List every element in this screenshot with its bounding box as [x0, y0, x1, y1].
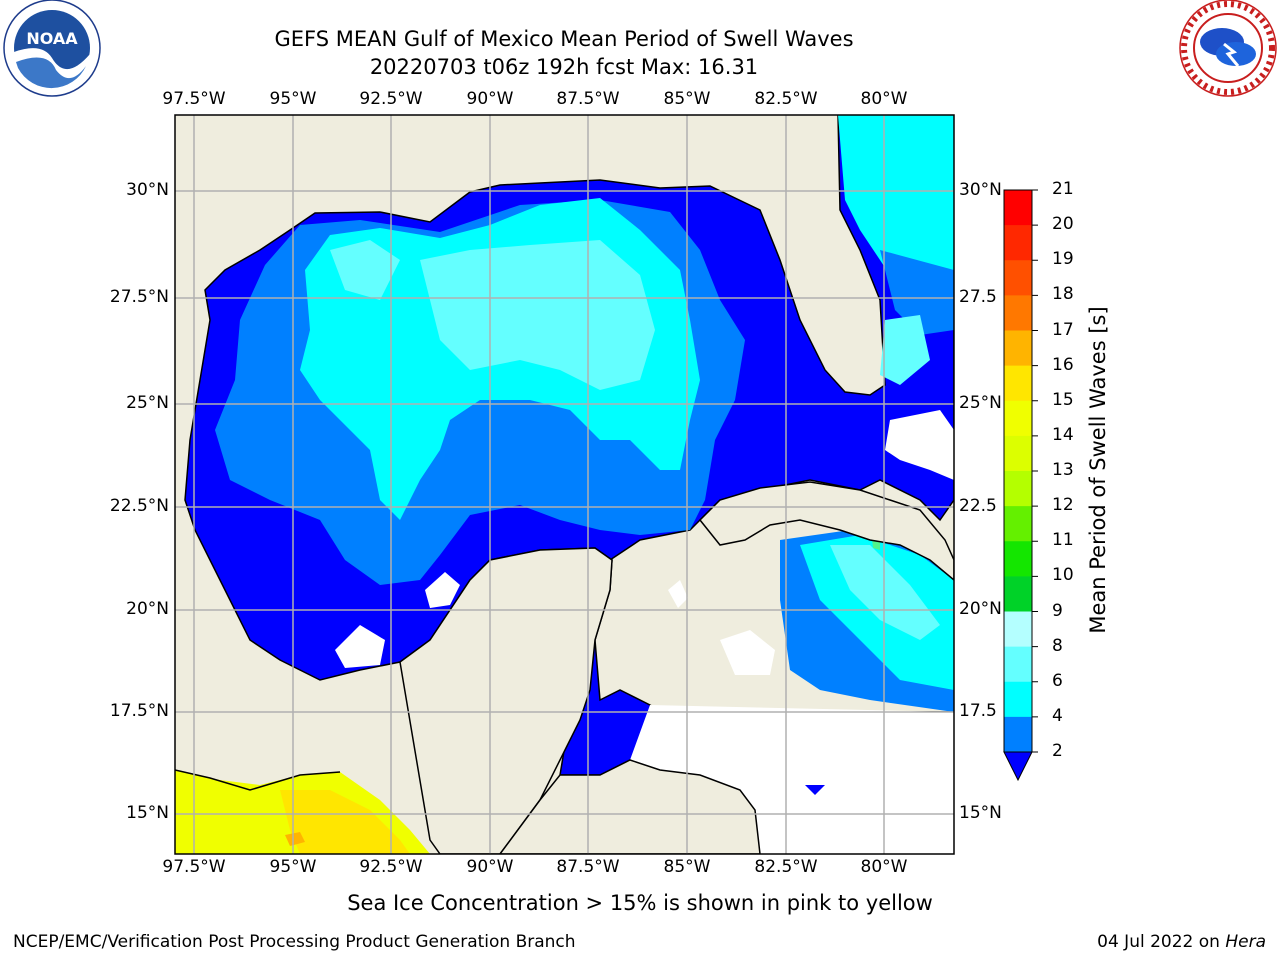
map-frame [174, 114, 955, 855]
colorbar-tick-label: 2 [1052, 741, 1063, 761]
colorbar-segment [1004, 681, 1032, 718]
colorbar-segment [1004, 646, 1032, 683]
footer-org: NCEP/EMC/Verification Post Processing Pr… [13, 932, 576, 952]
colorbar-segment [1004, 506, 1032, 542]
lat-label-left: 25°N [126, 393, 169, 413]
sea-ice-caption: Sea Ice Concentration > 15% is shown in … [347, 891, 933, 915]
lon-label-bottom: 90°W [466, 857, 514, 877]
colorbar-tick-label: 19 [1052, 249, 1074, 270]
colorbar-tick-label: 15 [1052, 389, 1074, 410]
colorbar-tick-label: 10 [1052, 565, 1074, 586]
colorbar-segment [1004, 190, 1032, 226]
lat-label-right: 20°N [959, 599, 1002, 619]
lat-label-right: 17.5 [959, 701, 997, 721]
colorbar-segment [1004, 225, 1032, 261]
lat-label-left: 27.5°N [109, 287, 169, 307]
footer-date-text: 04 Jul 2022 on [1097, 932, 1226, 952]
chart-title: GEFS MEAN Gulf of Mexico Mean Period of … [274, 27, 854, 51]
colorbar-tick-label: 12 [1052, 495, 1074, 516]
lon-label-top: 97.5°W [162, 89, 226, 109]
colorbar-tick-label: 17 [1052, 319, 1074, 340]
colorbar-tick-label: 16 [1052, 354, 1074, 375]
lon-label-top: 95°W [269, 89, 317, 109]
colorbar-tick-label: 6 [1052, 670, 1063, 691]
colorbar-segment [1004, 260, 1032, 296]
lon-label-bottom: 92.5°W [359, 857, 423, 877]
chart-subtitle: 20220703 t06z 192h fcst Max: 16.31 [369, 55, 759, 79]
colorbar-tick-label: 20 [1052, 214, 1074, 235]
lat-label-right: 30°N [959, 180, 1002, 200]
lon-label-bottom: 97.5°W [162, 857, 226, 877]
lon-label-bottom: 82.5°W [754, 857, 818, 877]
colorbar-segment [1004, 541, 1032, 577]
colorbar-segment [1004, 365, 1032, 402]
colorbar-segment [1004, 471, 1032, 507]
colorbar-segment [1004, 716, 1032, 753]
lon-label-top: 80°W [860, 89, 908, 109]
atlantic-water-cyan [838, 115, 954, 300]
colorbar-segment [1004, 611, 1032, 648]
lon-label-top: 82.5°W [754, 89, 818, 109]
colorbar-extend-arrow [1003, 751, 1033, 782]
lon-label-top: 90°W [466, 89, 514, 109]
colorbar-tick-label: 21 [1052, 179, 1074, 199]
colorbar-label: Mean Period of Swell Waves [s] [1086, 306, 1110, 634]
colorbar-tick-label: 11 [1052, 530, 1074, 551]
map-gridlines [175, 115, 954, 854]
lat-label-left: 15°N [126, 803, 169, 823]
lon-label-bottom: 87.5°W [556, 857, 620, 877]
footer-date: 04 Jul 2022 on Hera [1097, 932, 1266, 952]
lat-label-right: 25°N [959, 393, 1002, 413]
colorbar-tick-label: 18 [1052, 284, 1074, 305]
lon-label-bottom: 85°W [663, 857, 711, 877]
colorbar-tick-label: 4 [1052, 705, 1063, 726]
colorbar-tick-label: 9 [1052, 600, 1063, 621]
lat-label-right: 15°N [959, 803, 1002, 823]
colorbar-segment [1004, 435, 1032, 472]
lon-label-top: 85°W [663, 89, 711, 109]
lat-label-left: 17.5°N [109, 701, 169, 721]
lat-label-right: 22.5 [959, 496, 997, 516]
colorbar-tick-label: 8 [1052, 635, 1063, 656]
colorbar-segment [1004, 295, 1032, 331]
lon-label-bottom: 95°W [269, 857, 317, 877]
lon-label-bottom: 80°W [860, 857, 908, 877]
colorbar-tick-label: 14 [1052, 424, 1074, 445]
colorbar-segment [1004, 576, 1032, 612]
lat-label-left: 22.5°N [109, 496, 169, 516]
footer-host: Hera [1225, 932, 1266, 952]
gulf-water-lightcyan [420, 240, 655, 390]
masked-area [630, 705, 954, 854]
lon-label-top: 87.5°W [556, 89, 620, 109]
lon-label-top: 92.5°W [359, 89, 423, 109]
colorbar-segment [1004, 330, 1032, 367]
yucatan-landmass [399, 547, 613, 854]
lat-label-right: 27.5 [959, 287, 997, 307]
lat-label-left: 20°N [126, 599, 169, 619]
colorbar-segment [1004, 400, 1032, 437]
colorbar-tick-label: 13 [1052, 460, 1074, 480]
lat-label-left: 30°N [126, 180, 169, 200]
